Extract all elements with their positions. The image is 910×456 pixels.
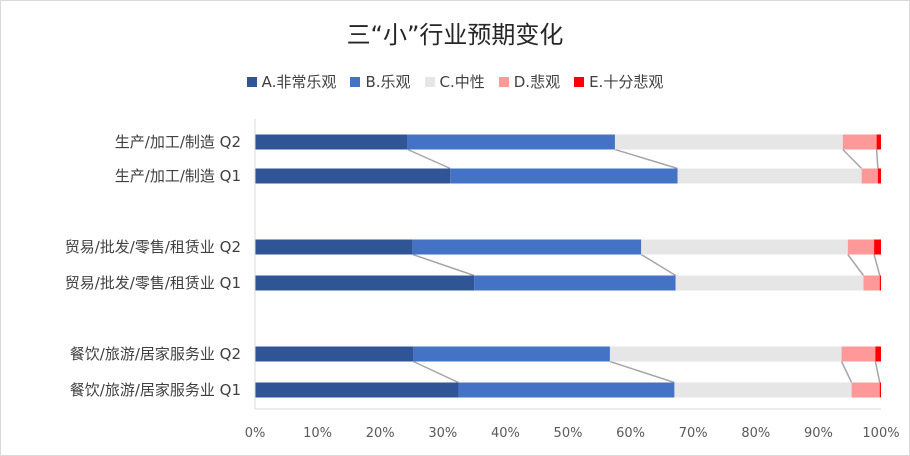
x-tick-label: 10% xyxy=(303,426,332,441)
x-tick-label: 20% xyxy=(366,426,395,441)
series-line xyxy=(640,253,677,277)
bar-segment xyxy=(255,134,408,150)
bar-segment xyxy=(841,346,876,362)
category-label: 餐饮/旅游/居家服务业 Q1 xyxy=(70,381,241,399)
category-label: 贸易/批发/零售/租赁业 Q2 xyxy=(65,238,241,256)
bar-segment xyxy=(255,239,413,255)
bar-segment xyxy=(413,346,610,362)
bar-segment xyxy=(874,239,881,255)
legend-label: A.非常乐观 xyxy=(261,73,337,91)
chart-legend: A.非常乐观 B.乐观 C.中性 D.悲观 E.十分悲观 xyxy=(1,71,909,92)
bar-segment xyxy=(842,134,877,150)
bar-segment xyxy=(863,275,880,291)
legend-swatch xyxy=(574,76,585,87)
bar-segment xyxy=(609,346,842,362)
x-tick-label: 70% xyxy=(679,426,708,441)
x-tick-label: 30% xyxy=(428,426,457,441)
bar-segment xyxy=(641,239,848,255)
bar-segment xyxy=(255,346,414,362)
series-line xyxy=(614,148,678,170)
series-line xyxy=(873,254,881,276)
series-line xyxy=(874,361,881,383)
bar-segment xyxy=(677,168,862,184)
legend-swatch xyxy=(246,76,257,87)
category-label: 生产/加工/制造 Q1 xyxy=(115,167,241,185)
legend-item: C.中性 xyxy=(424,71,485,92)
bar-segment xyxy=(847,239,875,255)
category-label: 贸易/批发/零售/租赁业 Q1 xyxy=(65,274,241,292)
legend-item: E.十分悲观 xyxy=(574,71,663,92)
bar-segment xyxy=(458,382,675,398)
bar-segment xyxy=(875,346,881,362)
legend-item: D.悲观 xyxy=(498,71,561,92)
bar-segment xyxy=(412,239,642,255)
x-tick-label: 0% xyxy=(245,426,266,441)
series-line xyxy=(412,253,475,277)
series-line xyxy=(840,361,853,383)
bar-segment xyxy=(877,168,881,184)
legend-label: B.乐观 xyxy=(365,73,411,91)
bar-segment xyxy=(407,134,615,150)
category-label: 餐饮/旅游/居家服务业 Q2 xyxy=(70,345,241,363)
bar-segment xyxy=(851,382,880,398)
legend-item: A.非常乐观 xyxy=(246,71,337,92)
x-tick-label: 100% xyxy=(862,426,899,441)
series-line xyxy=(609,360,675,384)
bar-segment xyxy=(614,134,843,150)
bar-segment xyxy=(255,168,451,184)
category-label: 生产/加工/制造 Q2 xyxy=(115,133,241,151)
legend-label: C.中性 xyxy=(439,73,485,91)
chart-title: 三“小”行业预期变化 xyxy=(346,21,564,49)
bar-segment xyxy=(474,275,676,291)
series-line xyxy=(413,360,459,384)
legend-swatch xyxy=(424,76,435,87)
legend-swatch xyxy=(350,76,361,87)
series-line xyxy=(847,254,865,276)
bar-segment xyxy=(879,382,881,398)
legend-swatch xyxy=(498,76,509,87)
bar-segment xyxy=(674,382,852,398)
x-tick-label: 60% xyxy=(616,426,645,441)
x-tick-label: 40% xyxy=(491,426,520,441)
x-tick-label: 90% xyxy=(804,426,833,441)
bar-segment xyxy=(879,275,881,291)
series-line xyxy=(842,148,863,170)
bar-segment xyxy=(876,134,881,150)
legend-label: E.十分悲观 xyxy=(589,73,664,91)
series-line xyxy=(875,149,879,169)
x-tick-label: 80% xyxy=(741,426,770,441)
legend-item: B.乐观 xyxy=(350,71,411,92)
series-line xyxy=(407,148,451,170)
bar-segment xyxy=(675,275,864,291)
bar-segment xyxy=(255,275,475,291)
bar-segment xyxy=(450,168,678,184)
x-tick-label: 50% xyxy=(554,426,583,441)
bar-segment xyxy=(255,382,459,398)
bar-segment xyxy=(861,168,878,184)
legend-label: D.悲观 xyxy=(513,73,561,91)
